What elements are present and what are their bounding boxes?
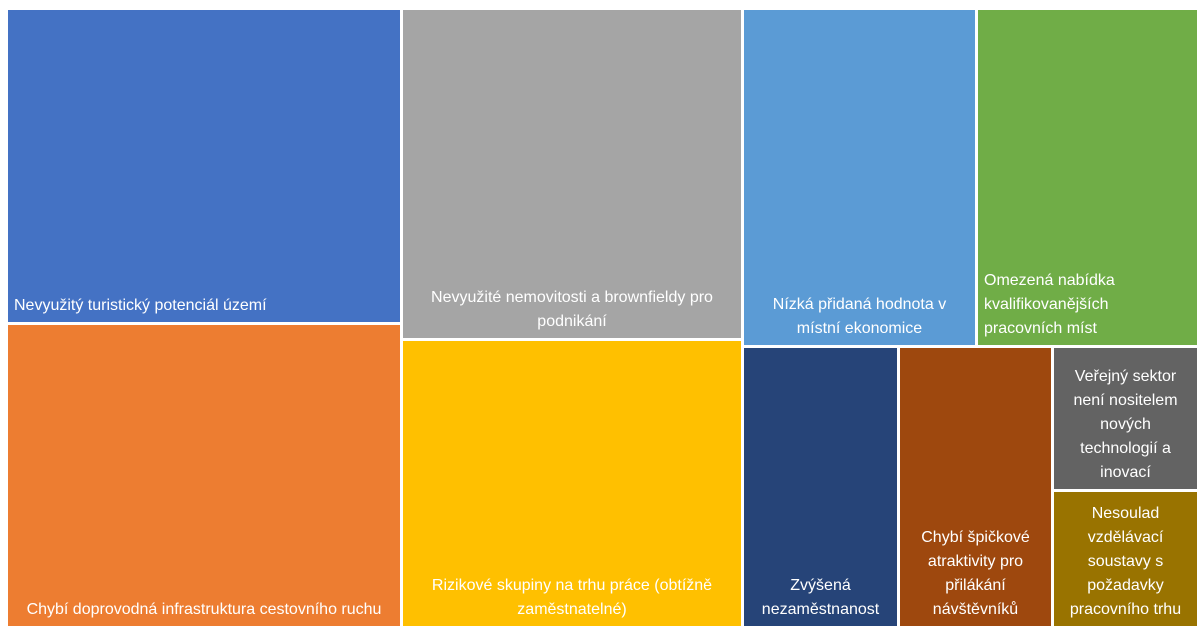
treemap-tile-label: Nevyužitý turistický potenciál území — [14, 297, 267, 314]
treemap-tile-label: Chybí doprovodná infrastruktura cestovní… — [26, 601, 382, 618]
treemap-tile-label: Nízká přidaná hodnota v místní ekonomice — [772, 296, 947, 337]
treemap-tile-label: Omezená nabídka kvalifikovanějších praco… — [984, 272, 1115, 337]
treemap-tile-label: Zvýšená nezaměstnanost — [761, 577, 880, 618]
treemap-tile-label: Chybí špičkové atraktivity pro přilákání… — [921, 529, 1030, 618]
treemap-tile-label: Nesoulad vzdělávací soustavy s požadavky… — [1069, 505, 1182, 618]
treemap-tile: Chybí doprovodná infrastruktura cestovní… — [8, 325, 403, 629]
treemap-chart: Nevyužitý turistický potenciál území Chyb… — [8, 10, 1200, 629]
treemap-tile: Veřejný sektor není nositelem nových tec… — [1054, 348, 1200, 492]
treemap-tile-label: Veřejný sektor není nositelem nových tec… — [1073, 368, 1178, 481]
treemap-tile: Rizikové skupiny na trhu práce (obtížně … — [403, 341, 744, 629]
treemap-tile: Nesoulad vzdělávací soustavy s požadavky… — [1054, 492, 1200, 629]
treemap-tile: Nevyužité nemovitosti a brownfieldy pro … — [403, 10, 744, 341]
treemap-tile-label: Nevyužité nemovitosti a brownfieldy pro … — [431, 289, 713, 330]
treemap-tile: Nízká přidaná hodnota v místní ekonomice — [744, 10, 978, 348]
treemap-tile: Zvýšená nezaměstnanost — [744, 348, 900, 629]
treemap-tile: Chybí špičkové atraktivity pro přilákání… — [900, 348, 1054, 629]
treemap-tile: Omezená nabídka kvalifikovanějších praco… — [978, 10, 1200, 348]
treemap-tile: Nevyužitý turistický potenciál území — [8, 10, 403, 325]
treemap-tile-label: Rizikové skupiny na trhu práce (obtížně … — [431, 577, 713, 618]
